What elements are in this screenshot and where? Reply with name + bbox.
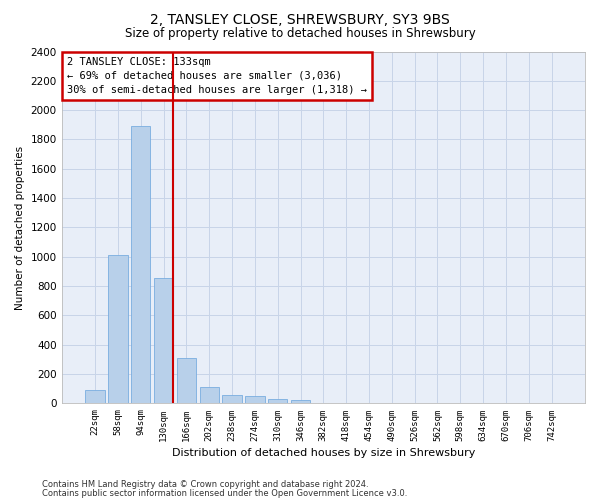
Bar (200, 386, 219, 404)
Bar (177, 358, 196, 404)
Bar (245, 396, 265, 404)
Bar (154, 278, 173, 404)
Bar (268, 399, 287, 404)
Text: 2 TANSLEY CLOSE: 133sqm
← 69% of detached houses are smaller (3,036)
30% of semi: 2 TANSLEY CLOSE: 133sqm ← 69% of detache… (67, 57, 367, 95)
Text: Contains public sector information licensed under the Open Government Licence v3: Contains public sector information licen… (42, 488, 407, 498)
Bar (223, 395, 242, 404)
X-axis label: Distribution of detached houses by size in Shrewsbury: Distribution of detached houses by size … (172, 448, 475, 458)
Text: Contains HM Land Registry data © Crown copyright and database right 2024.: Contains HM Land Registry data © Crown c… (42, 480, 368, 489)
Text: 2, TANSLEY CLOSE, SHREWSBURY, SY3 9BS: 2, TANSLEY CLOSE, SHREWSBURY, SY3 9BS (150, 12, 450, 26)
Bar (85, 390, 105, 404)
Bar (108, 256, 128, 404)
Text: Size of property relative to detached houses in Shrewsbury: Size of property relative to detached ho… (125, 28, 475, 40)
Bar (291, 400, 310, 404)
Y-axis label: Number of detached properties: Number of detached properties (15, 146, 25, 310)
Bar (131, 126, 151, 404)
